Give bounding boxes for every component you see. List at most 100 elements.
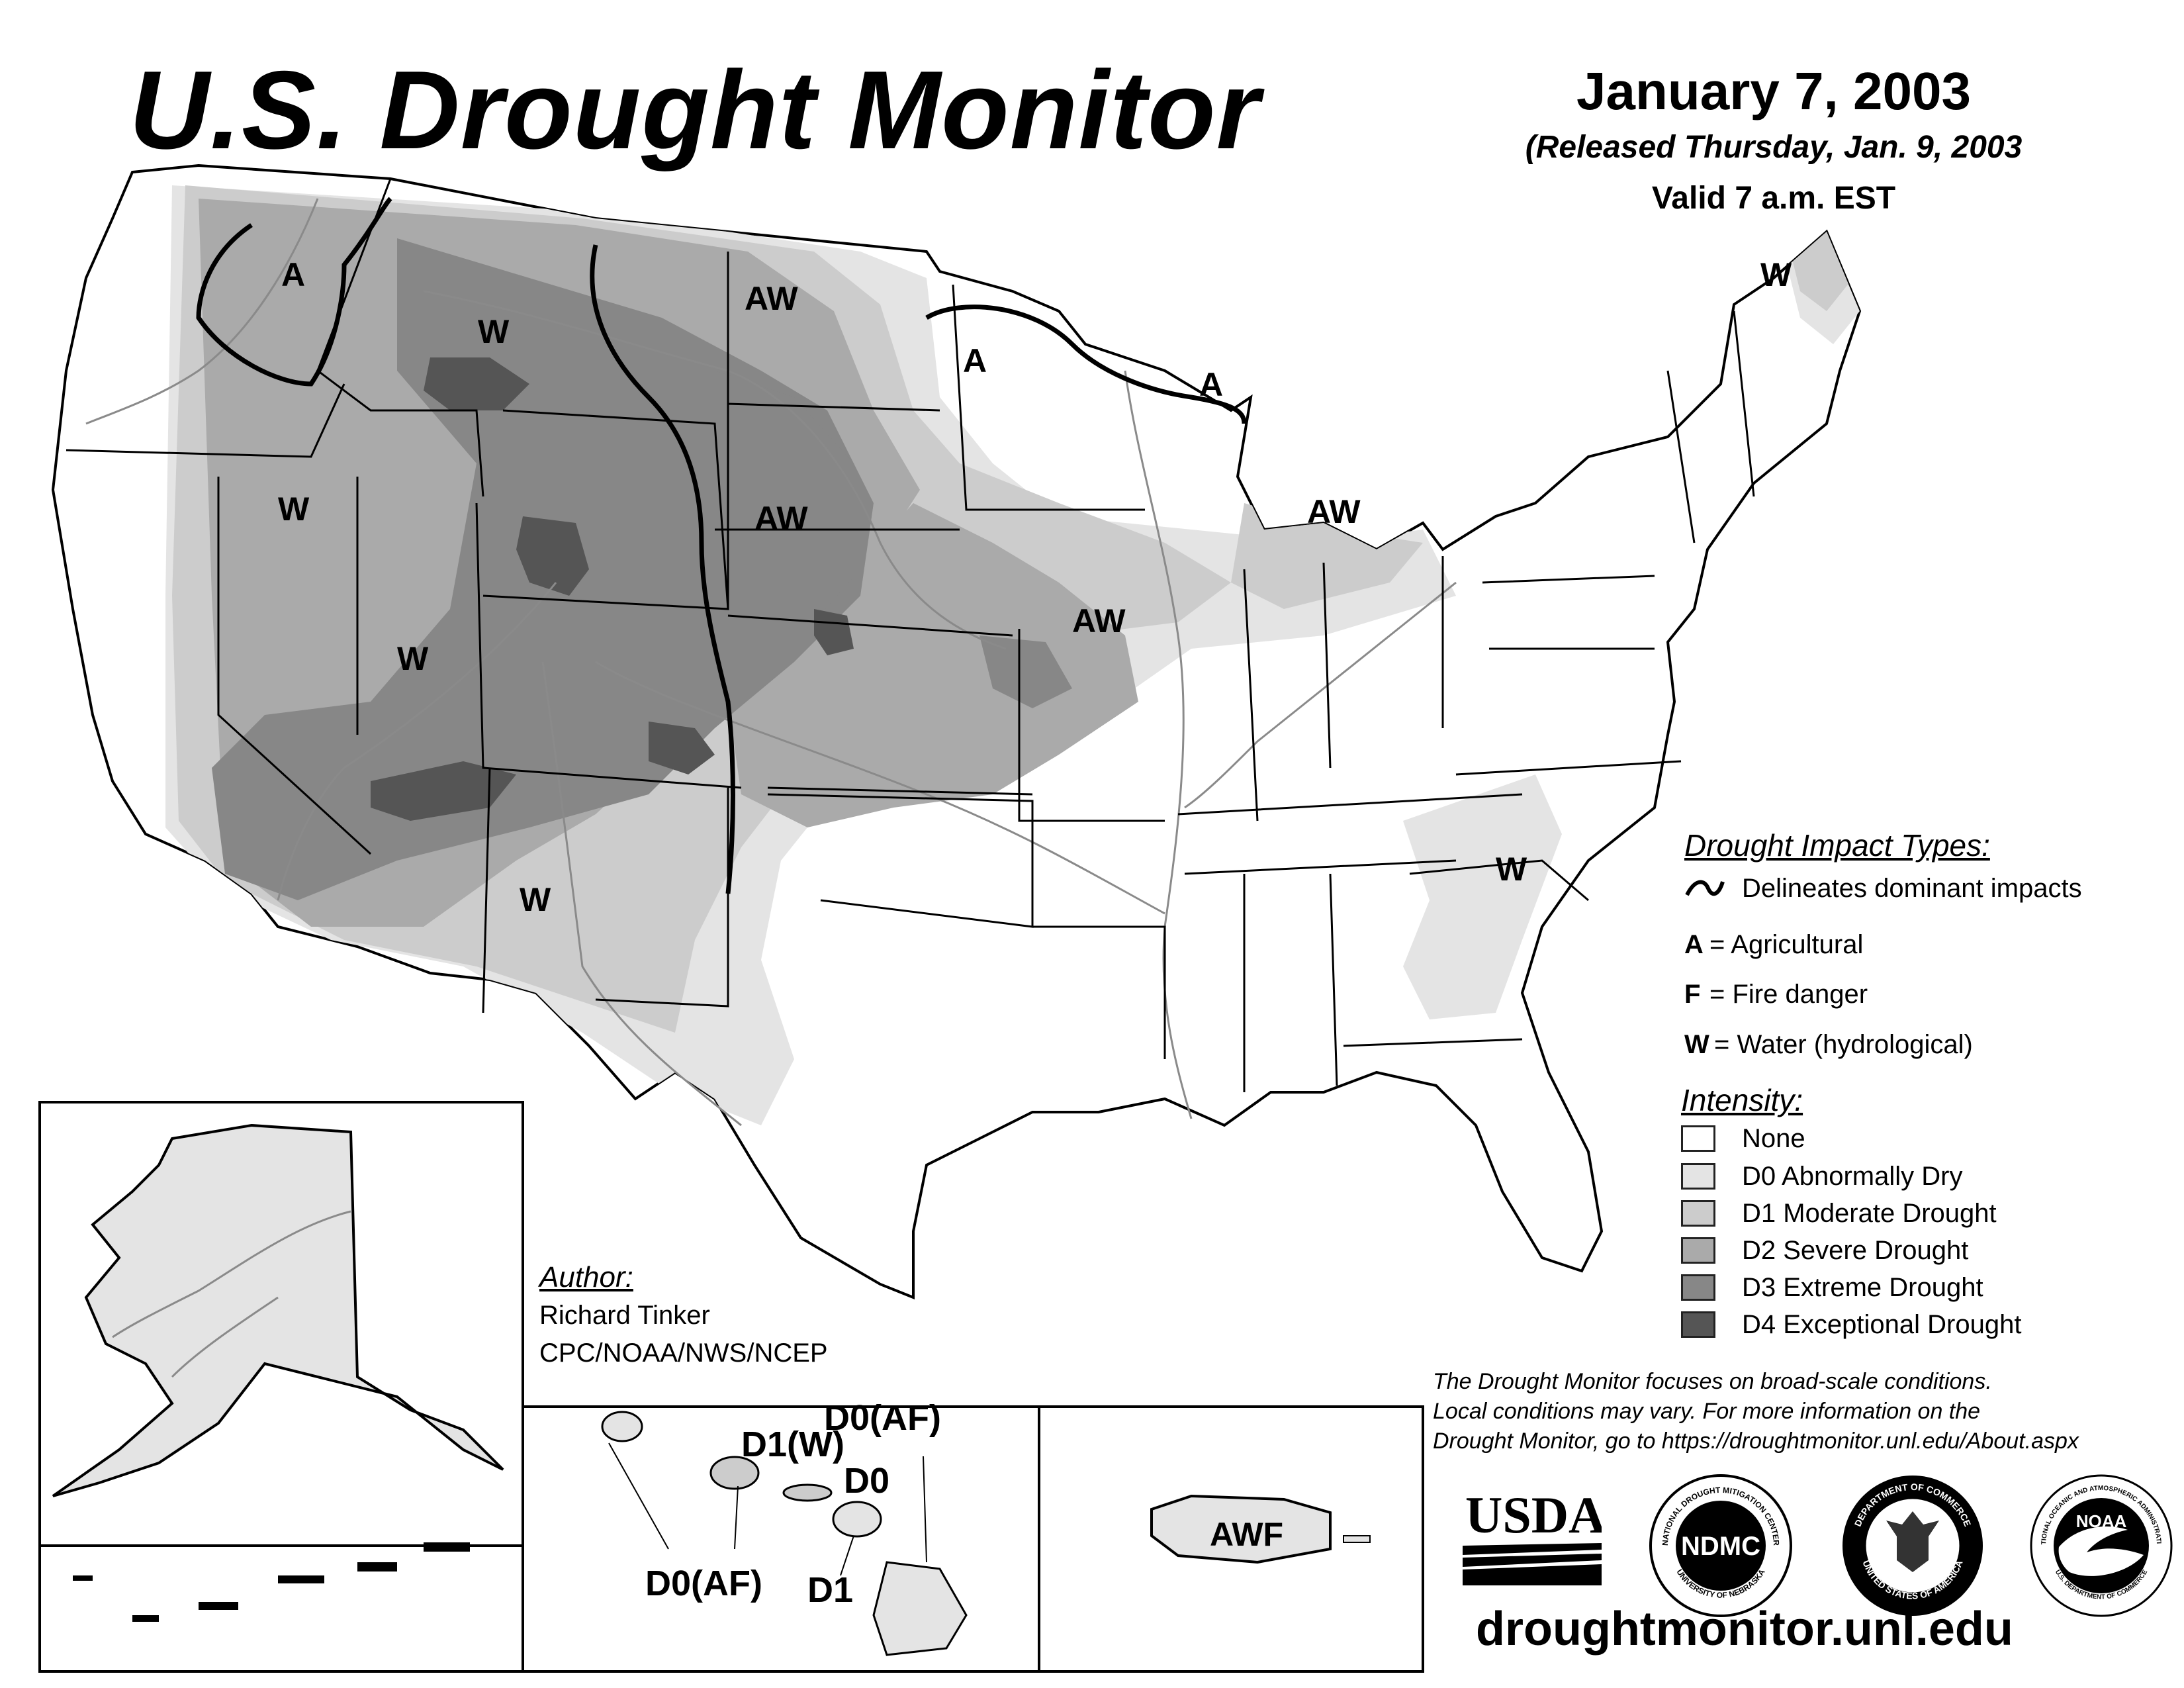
yukon-river [112, 1210, 351, 1338]
impact-labels: A W AW A A W W AW AW AW W W W W [278, 256, 1792, 918]
boundary-ut-co [475, 502, 742, 789]
ohio-river [1184, 581, 1457, 809]
swatch-d4 [1681, 1311, 1715, 1338]
d4-area-colorado [649, 722, 715, 774]
kauai-island [601, 1411, 643, 1442]
impact-text-agricultural: = Agricultural [1709, 930, 1864, 959]
hawaii-label-lanai: D1 [807, 1570, 853, 1610]
map-date: January 7, 2003 [1576, 62, 1971, 120]
impact-delineation-lines [196, 197, 1247, 894]
impact-text-water: = Water (hydrological) [1714, 1030, 1973, 1059]
usda-logo: USDA [1463, 1486, 1606, 1589]
puerto-rico-inset-frame [1038, 1405, 1424, 1673]
author-heading: Author: [539, 1261, 633, 1293]
alaska-outline [52, 1123, 504, 1497]
website-link[interactable]: droughtmonitor.unl.edu [1476, 1603, 2013, 1656]
boundary-ar-la [1032, 925, 1166, 1059]
aleutian-island [132, 1615, 159, 1622]
eagle-icon [1886, 1511, 1939, 1572]
impact-label-ut: W [397, 640, 429, 677]
impact-label-sd: AW [754, 500, 808, 537]
mississippi-river [1124, 370, 1193, 1119]
swatch-none [1681, 1125, 1715, 1152]
impact-label-wi: A [1199, 366, 1223, 403]
swatch-d3 [1681, 1274, 1715, 1301]
d2-area-plains [728, 503, 1138, 827]
intensity-title: Intensity: [1681, 1083, 1803, 1117]
state-boundaries [66, 178, 1755, 1092]
d0-area-southeast [1403, 774, 1562, 1019]
boundary-nm-tx [595, 788, 729, 1008]
alaska-rivers [112, 1210, 351, 1378]
boundary-ms-al [1243, 873, 1338, 1092]
disclaimer-line: The Drought Monitor focuses on broad-sca… [1433, 1369, 1992, 1394]
oahu-island [709, 1456, 760, 1490]
impact-code-agricultural: A [1684, 930, 1704, 959]
author-name: Richard Tinker [539, 1301, 710, 1330]
boundary-dakotas [715, 252, 960, 609]
intensity-label-d0: D0 Abnormally Dry [1742, 1162, 1963, 1191]
intensity-label-d3: D3 Extreme Drought [1742, 1273, 1983, 1302]
boundary-ok-tx [767, 793, 1034, 928]
puerto-rico-island [1150, 1494, 1332, 1564]
boundary-il-in-oh [1243, 556, 1444, 821]
aleutian-island [278, 1575, 324, 1583]
rio-grande-river [541, 661, 742, 1127]
intensity-label-d2: D2 Severe Drought [1742, 1236, 1969, 1265]
impact-label-nm: W [520, 881, 551, 918]
usda-wordmark: USDA [1465, 1486, 1602, 1544]
disclaimer-line: Local conditions may vary. For more info… [1433, 1399, 1981, 1424]
boundary-sc [1409, 859, 1589, 902]
author-organization: CPC/NOAA/NWS/NCEP [539, 1338, 828, 1368]
delineation-line-icon [1684, 875, 1725, 902]
impact-delineation-text: Delineates dominant impacts [1742, 874, 2082, 903]
ndmc-wordmark: NDMC [1681, 1532, 1760, 1561]
impact-label-mn: A [963, 342, 987, 379]
swatch-d0 [1681, 1163, 1715, 1190]
impact-label-sc: W [1496, 851, 1527, 888]
leader-kauai [608, 1442, 669, 1550]
hawaii-label-kauai: D0(AF) [645, 1564, 762, 1603]
d4-area-montana [424, 357, 529, 410]
leader-big [923, 1456, 927, 1563]
leader-oahu [734, 1485, 739, 1550]
aleutian-islands [73, 1542, 470, 1622]
colorado-river [277, 582, 557, 901]
maui-island [832, 1501, 882, 1538]
boundary-ga-fl [1343, 1038, 1523, 1047]
hawaii-label-big-island: D0(AF) [824, 1398, 941, 1438]
d3-area-missouri [979, 635, 1072, 708]
boundary-wy [482, 409, 729, 610]
boundary-pa-ny [1482, 575, 1655, 650]
molokai-island [782, 1483, 833, 1502]
impact-code-fire: F [1684, 980, 1701, 1009]
d3-area-nebraska [715, 371, 860, 635]
swatch-d2 [1681, 1237, 1715, 1264]
aleutian-island [199, 1602, 238, 1610]
map-title: U.S. Drought Monitor [129, 48, 1261, 172]
kuskokwim-river [171, 1296, 279, 1378]
disclaimer-line: Drought Monitor, go to https://droughtmo… [1433, 1429, 2079, 1454]
release-date: (Released Thursday, Jan. 9, 2003 [1525, 130, 2023, 165]
impact-label-ia: AW [1072, 602, 1126, 639]
hawaii-label-oahu: D1(W) [741, 1425, 844, 1464]
intensity-label-d1: D1 Moderate Drought [1742, 1199, 1997, 1228]
aleutian-island [424, 1542, 470, 1552]
d4-area-wyoming [516, 516, 589, 596]
vieques-island [1343, 1535, 1371, 1543]
hawaii-label-maui: D0 [844, 1461, 889, 1501]
noaa-logo: NOAA NATIONAL OCEANIC AND ATMOSPHERIC AD… [2026, 1468, 2174, 1622]
boundary-mn-ia [952, 284, 1145, 511]
boundary-tn-ky [1177, 793, 1523, 875]
alaska-inset-frame [38, 1101, 524, 1673]
boundary-new-england [1666, 310, 1755, 543]
leader-maui [840, 1535, 854, 1576]
impact-code-water: W [1684, 1030, 1709, 1059]
noaa-bird-icon [2058, 1526, 2144, 1576]
impact-types-title: Drought Impact Types: [1684, 828, 1990, 863]
boundary-mo-ar [1018, 629, 1165, 822]
boundary-ca-nv [217, 477, 372, 855]
delineation-washington [196, 197, 392, 387]
delineation-north-central [925, 305, 1247, 424]
